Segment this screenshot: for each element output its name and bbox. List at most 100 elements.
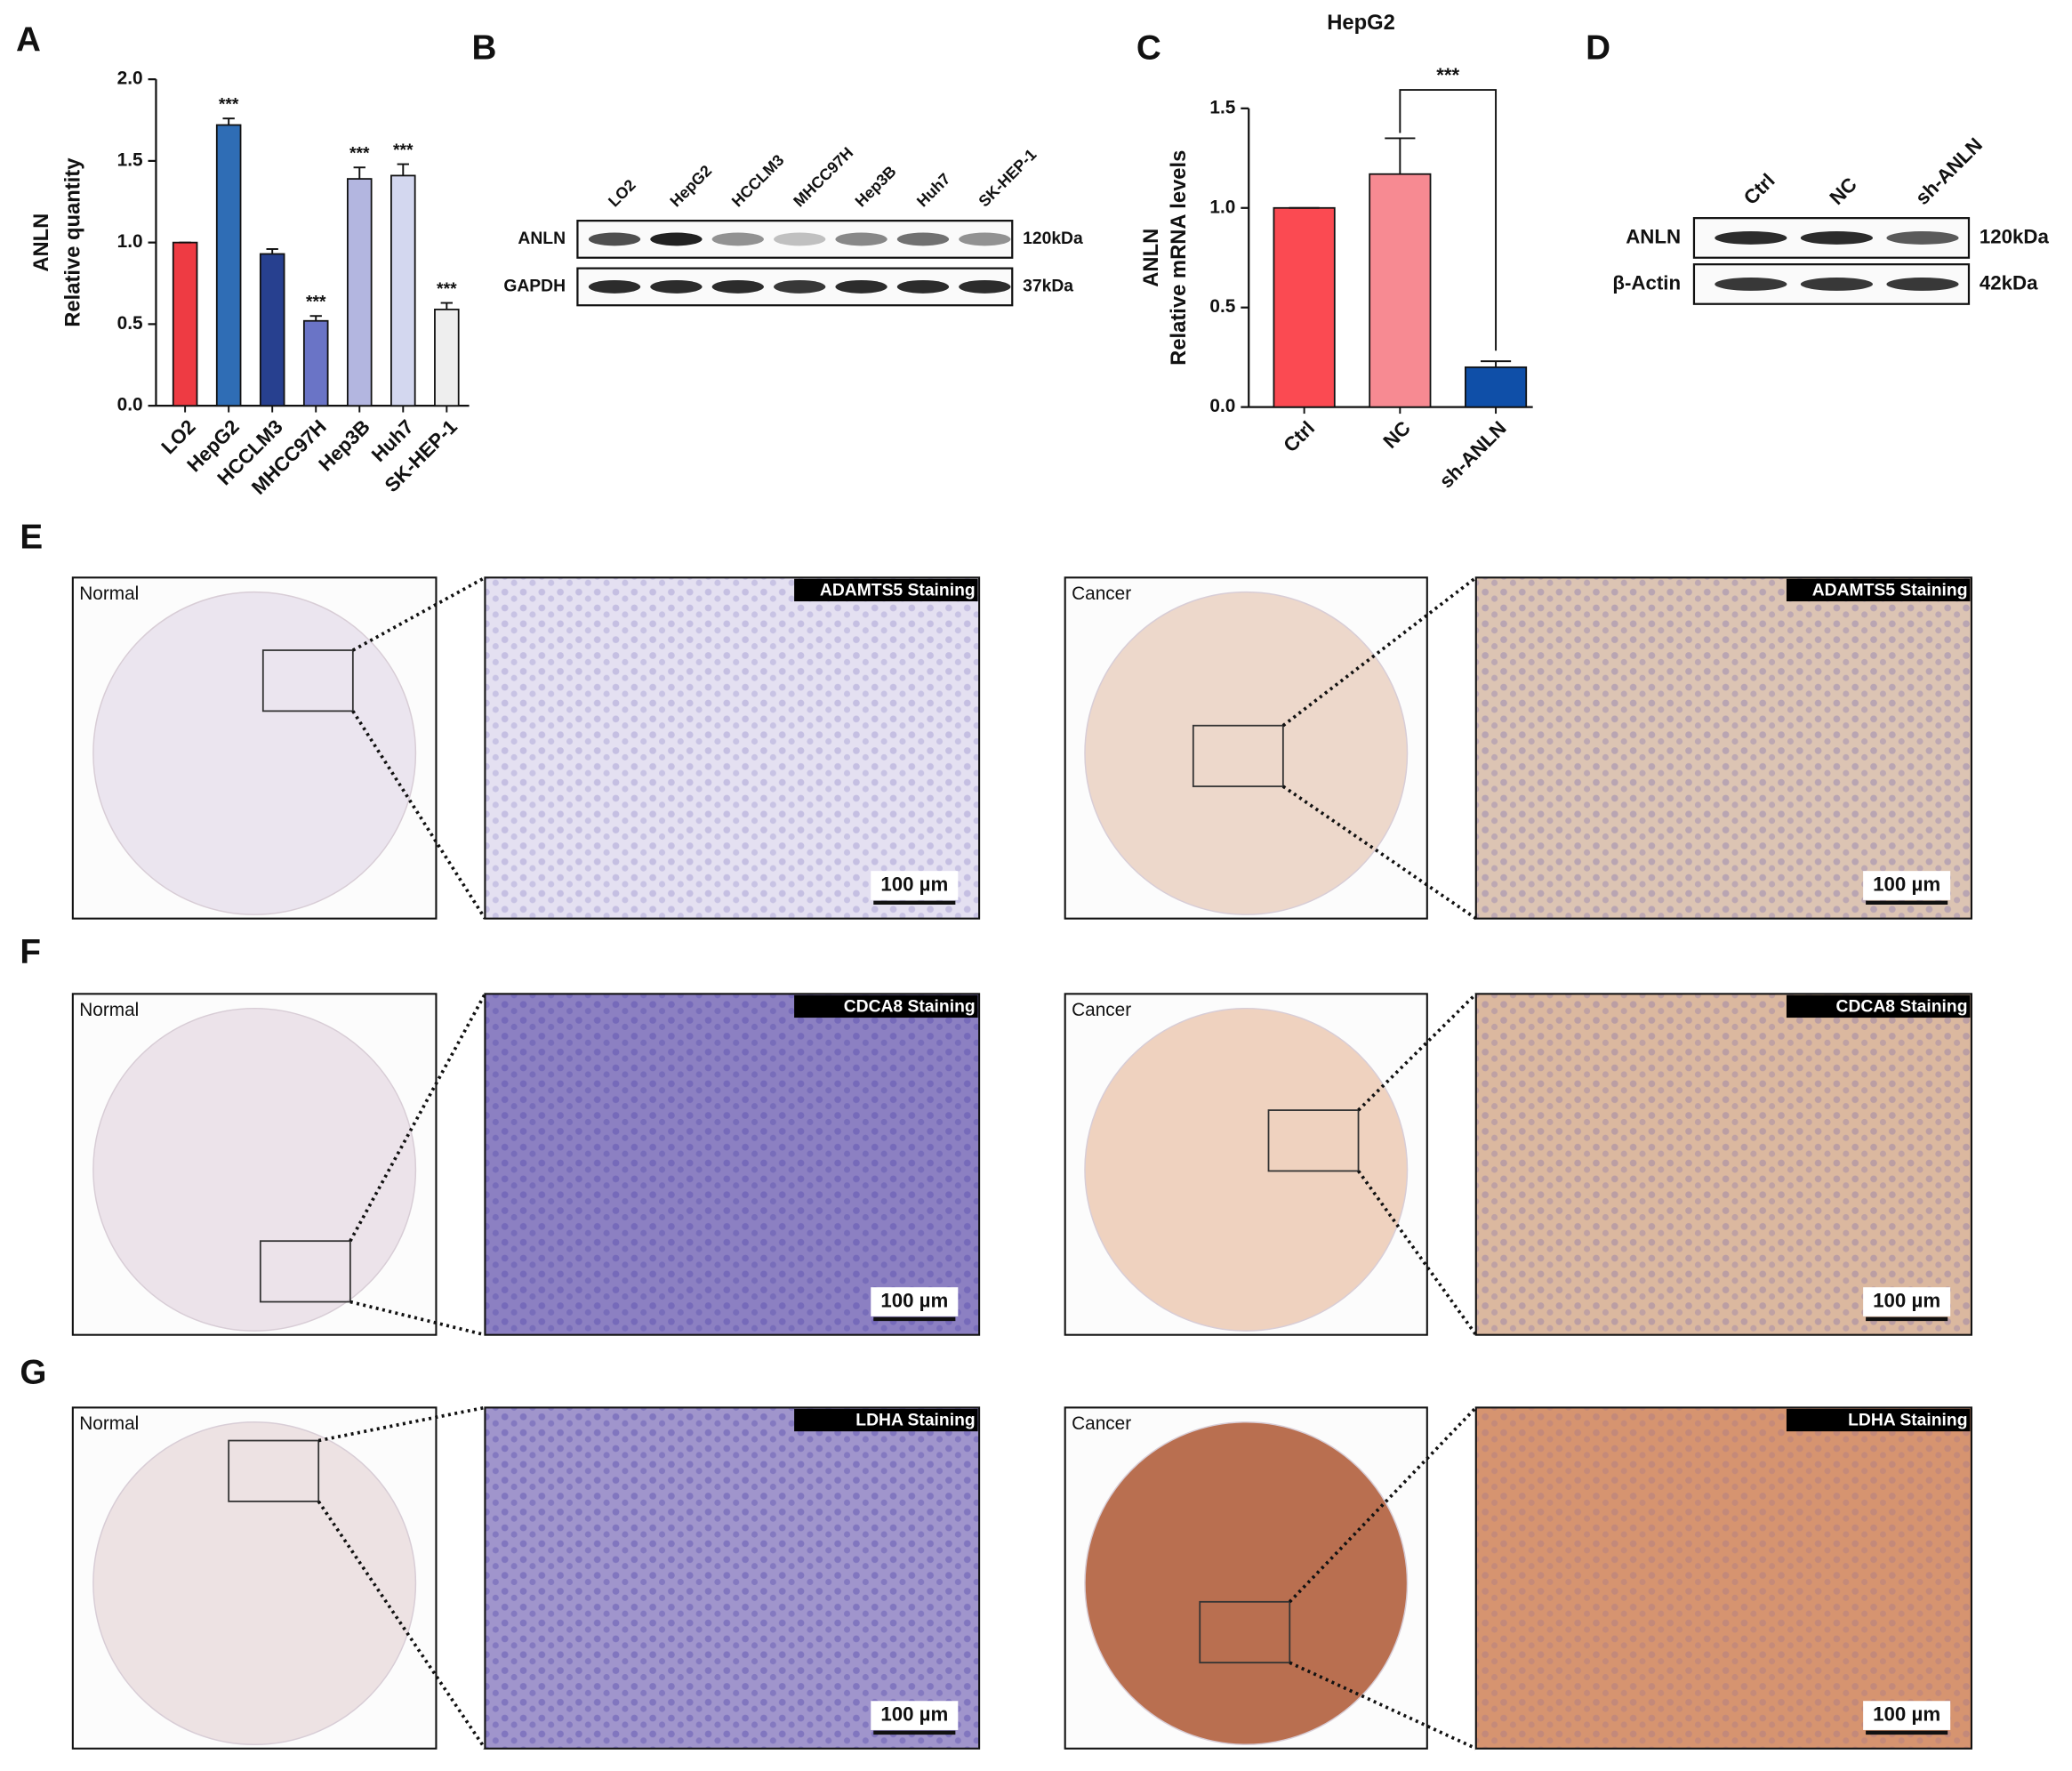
zoom-box bbox=[228, 1439, 320, 1502]
significance: *** bbox=[437, 280, 457, 299]
row-label: β-Actin bbox=[1612, 271, 1681, 294]
zoom-connector bbox=[349, 993, 487, 1243]
tissue-label: Normal bbox=[79, 584, 139, 604]
zoom-connector bbox=[317, 1405, 486, 1443]
lane-label: NC bbox=[1825, 173, 1860, 209]
blot-band bbox=[1800, 278, 1873, 291]
micrograph-cells bbox=[1475, 994, 1972, 1335]
scale-bar-label: 100 µm bbox=[880, 1289, 948, 1311]
y-tick-label: 1.5 bbox=[117, 149, 143, 170]
blot-band bbox=[959, 232, 1011, 246]
micrograph-cells bbox=[1475, 1407, 1972, 1749]
blot-band bbox=[1715, 231, 1787, 245]
tissue-core bbox=[92, 591, 417, 915]
lane-label: HepG2 bbox=[666, 162, 715, 211]
zoom-connector bbox=[1357, 1170, 1478, 1336]
row-label: ANLN bbox=[518, 229, 566, 248]
bar bbox=[390, 174, 416, 407]
tissue-core bbox=[1084, 1421, 1409, 1746]
micrograph-cells bbox=[485, 577, 980, 919]
bar bbox=[1369, 173, 1432, 408]
zoom-connector bbox=[1288, 1406, 1478, 1604]
scale-bar-label: 100 µm bbox=[880, 873, 948, 895]
lane-label: sh-ANLN bbox=[1911, 133, 1987, 209]
tissue-core bbox=[1084, 1007, 1409, 1332]
panel-letter: A bbox=[16, 21, 41, 60]
blot-band bbox=[835, 279, 887, 294]
scale-bar-bg bbox=[1863, 871, 1951, 900]
zoom-connector bbox=[351, 576, 486, 652]
blot-band bbox=[1800, 231, 1873, 245]
micrograph-cells bbox=[485, 994, 980, 1335]
stain-label: LDHA Staining bbox=[1848, 1411, 1967, 1429]
significance: *** bbox=[306, 293, 326, 311]
stain-label: ADAMTS5 Staining bbox=[1812, 581, 1968, 600]
scale-bar-label: 100 µm bbox=[1873, 1289, 1940, 1311]
significance: *** bbox=[219, 95, 239, 114]
lane-label: HCCLM3 bbox=[728, 151, 788, 211]
significance: *** bbox=[1436, 64, 1459, 86]
size-label: 120kDa bbox=[1980, 225, 2050, 247]
panel-letter: B bbox=[472, 29, 497, 68]
panel-letter: D bbox=[1586, 29, 1610, 68]
micrograph-frame bbox=[484, 1406, 981, 1750]
tissue-label: Cancer bbox=[1072, 584, 1131, 604]
blot-band bbox=[588, 279, 641, 294]
bar bbox=[215, 124, 242, 407]
tissue-label: Normal bbox=[79, 1413, 139, 1434]
bar bbox=[302, 319, 329, 407]
stain-label-bg bbox=[794, 994, 978, 1018]
y-tick-label: 2.0 bbox=[117, 68, 143, 89]
y-tick-label: 0.5 bbox=[1209, 296, 1235, 317]
blot-band bbox=[959, 279, 1011, 294]
scale-bar-bg bbox=[871, 871, 959, 900]
y-tick-label: 0.0 bbox=[1209, 396, 1235, 416]
micrograph-frame bbox=[484, 993, 981, 1336]
row-label: ANLN bbox=[1626, 225, 1681, 247]
tissue-core bbox=[92, 1421, 417, 1746]
lane-label: Huh7 bbox=[913, 170, 954, 211]
stain-label: CDCA8 Staining bbox=[1836, 997, 1968, 1016]
stain-label: CDCA8 Staining bbox=[844, 997, 976, 1016]
significance: *** bbox=[393, 141, 414, 160]
panel-letter: C bbox=[1136, 29, 1161, 68]
tissue-label: Cancer bbox=[1072, 1000, 1131, 1020]
zoom-box bbox=[1192, 724, 1284, 787]
panel-letter: E bbox=[20, 518, 43, 556]
panel-letter: G bbox=[20, 1353, 46, 1391]
lane-label: LO2 bbox=[605, 176, 639, 211]
scale-bar-label: 100 µm bbox=[880, 1703, 948, 1725]
micrograph-cells bbox=[485, 1407, 980, 1749]
zoom-box bbox=[259, 1240, 351, 1303]
blot-band bbox=[711, 279, 764, 294]
stain-label-bg bbox=[794, 1408, 978, 1432]
zoom-connector bbox=[351, 710, 486, 920]
tissue-label: Normal bbox=[79, 1000, 139, 1020]
blot-band bbox=[1886, 278, 1959, 291]
scale-bar-bg bbox=[871, 1701, 959, 1730]
blot-band bbox=[650, 279, 703, 294]
blot-band bbox=[896, 232, 950, 246]
scale-bar-bg bbox=[871, 1287, 959, 1316]
y-tick-label: 1.0 bbox=[1209, 197, 1235, 217]
lane-label: Ctrl bbox=[1739, 169, 1779, 209]
blot-band bbox=[835, 232, 887, 246]
y-tick-label: 1.5 bbox=[1209, 97, 1235, 117]
blot-band bbox=[774, 232, 826, 246]
stain-label: LDHA Staining bbox=[855, 1411, 975, 1429]
panel-letter: F bbox=[20, 933, 41, 971]
bar bbox=[346, 178, 373, 407]
significance-bracket bbox=[1399, 89, 1498, 351]
size-label: 42kDa bbox=[1980, 271, 2038, 294]
tissue-core bbox=[1084, 591, 1409, 915]
bar bbox=[172, 241, 198, 407]
zoom-box bbox=[1267, 1109, 1360, 1172]
size-label: 120kDa bbox=[1023, 229, 1083, 248]
lane-label: Hep3B bbox=[852, 162, 900, 210]
blot-band bbox=[588, 232, 641, 246]
y-tick-label: 0.0 bbox=[117, 395, 143, 415]
y-tick-label: 0.5 bbox=[117, 313, 143, 334]
size-label: 37kDa bbox=[1023, 278, 1073, 296]
blot-band bbox=[711, 232, 764, 246]
